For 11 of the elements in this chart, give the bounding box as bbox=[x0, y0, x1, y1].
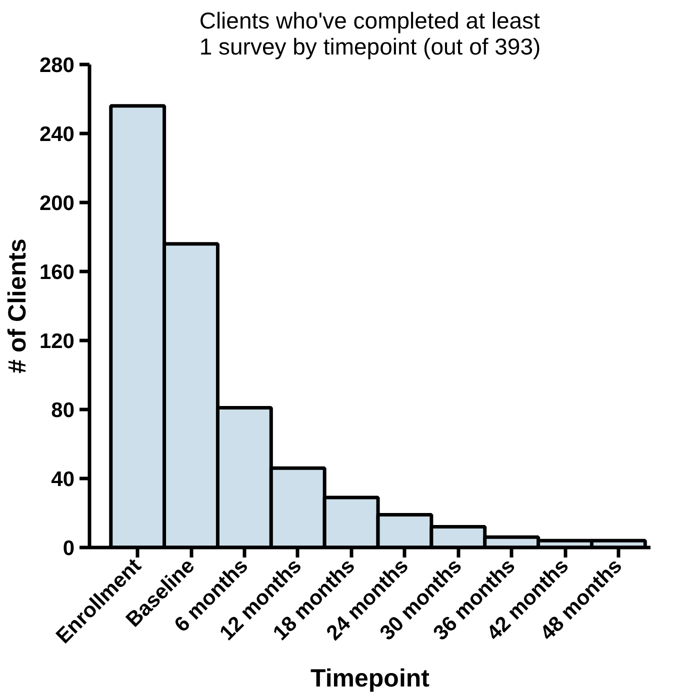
y-tick-label: 160 bbox=[39, 261, 75, 284]
y-tick-label: 0 bbox=[62, 537, 75, 560]
y-tick-label: 120 bbox=[39, 330, 75, 353]
y-tick-label: 280 bbox=[39, 54, 75, 77]
y-tick-label: 200 bbox=[39, 192, 75, 215]
y-tick-label: 80 bbox=[51, 399, 74, 422]
y-axis-title: # of Clients bbox=[3, 238, 32, 374]
x-axis-title: Timepoint bbox=[310, 664, 430, 692]
y-tick-label: 240 bbox=[39, 123, 75, 146]
y-tick-label: 40 bbox=[51, 468, 74, 491]
chart-title: Clients who've completed at least 1 survey by timepoint (out of 393) bbox=[199, 8, 541, 60]
